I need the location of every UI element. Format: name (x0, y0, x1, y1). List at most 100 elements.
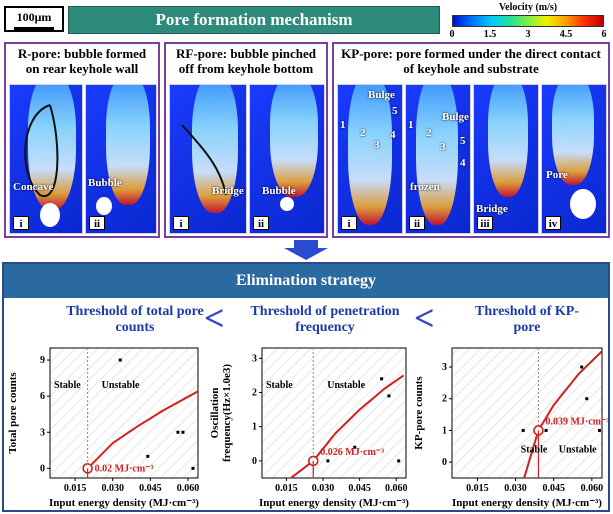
panel-r-pore: R-pore: bubble formed on rear keyhole wa… (4, 42, 160, 238)
data-point (544, 428, 548, 432)
y-tick-label: 1 (442, 425, 447, 436)
x-tick-label: 0.015 (275, 483, 298, 494)
plot-area (451, 347, 603, 479)
y-tick-label: 3 (252, 353, 257, 364)
keyhole (416, 85, 458, 225)
region-label-unstable: Unstable (559, 445, 597, 456)
threshold-curve (289, 374, 405, 478)
image-index: i (13, 216, 29, 230)
sim-label: Bulge (442, 111, 469, 123)
down-arrow-icon (284, 240, 328, 260)
bubble-shape (96, 197, 112, 215)
velocity-legend: Velocity (m/s) 0 1.5 3 4.5 6 (446, 2, 610, 40)
region-label-stable: Stable (521, 445, 548, 456)
flow-path (181, 124, 227, 196)
data-point (580, 365, 584, 369)
simulation-image: Bulge 1 2 3 4 5 frozen ii (405, 84, 471, 234)
threshold-title: Threshold of KP-pore (475, 304, 579, 335)
sim-label: 4 (460, 157, 466, 169)
threshold-curve (86, 390, 198, 470)
region-label-unstable: Unstable (327, 380, 365, 391)
image-index: i (173, 216, 189, 230)
image-index: iii (477, 216, 493, 230)
y-axis-label: Oscillation (209, 388, 221, 439)
sim-label: 1 (340, 119, 346, 131)
x-axis-label: Input energy density (MJ·cm⁻³) (452, 497, 602, 509)
legend-tick: 6 (601, 29, 607, 40)
region-label-unstable: Unstable (102, 380, 140, 391)
data-point (326, 459, 330, 463)
data-point (181, 430, 185, 434)
simulation-image: Bridge i (169, 84, 247, 234)
threshold-title: Threshold of penetration frequency (250, 304, 400, 335)
simulation-image: Concave i (9, 84, 83, 234)
legend-title: Velocity (m/s) (498, 2, 558, 13)
bubble-shape (280, 197, 294, 211)
sim-label: frozen (410, 181, 440, 193)
pore-shape (570, 189, 596, 219)
panel-title: R-pore: bubble formed on rear keyhole wa… (17, 46, 147, 76)
sim-label: Bulge (368, 89, 395, 101)
keyhole (488, 85, 528, 197)
chart-penetration-frequency: 0.026 MJ·cm⁻³ Stable Unstable 0.015 0.030 0.0… (209, 347, 409, 509)
data-point (387, 394, 391, 398)
region-label-stable: Stable (54, 380, 81, 391)
plot-area (261, 347, 407, 479)
data-point (118, 358, 122, 362)
threshold-label: 0.039 MJ·cm⁻³ (545, 416, 608, 427)
y-tick-label: 1 (252, 422, 257, 433)
image-index: i (341, 216, 357, 230)
simulation-image: Bridge iii (473, 84, 539, 234)
sim-label: 5 (392, 105, 398, 117)
plot-area (49, 347, 199, 479)
keyhole (270, 85, 318, 197)
y-tick-label: 6 (40, 391, 45, 402)
y-axis-label: frequency(Hz×1.0e3) (221, 364, 233, 462)
chevron-left-icon: < (204, 298, 225, 338)
panel-title: RF-pore: bubble pinched off from keyhole… (176, 46, 316, 76)
x-tick-label: 0.030 (101, 483, 124, 494)
x-axis-label: Input energy density (MJ·cm⁻³) (259, 497, 409, 509)
simulation-image: Bubble ii (85, 84, 157, 234)
sim-label: Concave (13, 181, 54, 193)
legend-tick: 4.5 (559, 29, 573, 40)
x-tick-label: 0.015 (466, 483, 489, 494)
sim-label: Pore (546, 169, 568, 181)
data-point (191, 466, 195, 470)
keyhole (348, 85, 392, 225)
threshold-label: 0.026 MJ·cm⁻³ (320, 447, 384, 458)
y-tick-label: 9 (40, 355, 45, 366)
threshold-title: Threshold of total pore counts (66, 304, 204, 335)
region-label-stable: Stable (266, 380, 293, 391)
y-tick-label: 0 (442, 457, 447, 468)
y-axis-label: Total pore counts (7, 372, 19, 454)
legend-tick: 1.5 (483, 29, 497, 40)
image-index: ii (89, 216, 105, 230)
simulation-image: Bulge 1 2 3 4 5 i (337, 84, 403, 234)
chart-total-pore-counts: 0.02 MJ·cm⁻³ Stable Unstable 0.015 0.030 0.04… (7, 347, 199, 509)
panel-rf-pore: RF-pore: bubble pinched off from keyhole… (164, 42, 328, 238)
keyhole (552, 85, 594, 185)
sim-label: Bridge (212, 185, 244, 197)
simulation-image: Bubble ii (249, 84, 325, 234)
x-tick-label: 0.060 (385, 483, 408, 494)
x-tick-label: 0.045 (139, 483, 162, 494)
data-point (146, 454, 150, 458)
sim-label: 3 (374, 139, 380, 151)
threshold-curve (523, 350, 602, 478)
panel-title: KP-pore: pore formed under the direct co… (341, 46, 601, 76)
sim-label: 2 (426, 127, 432, 139)
data-point (521, 428, 525, 432)
scale-bar: 100μm (4, 6, 64, 32)
data-point (176, 430, 180, 434)
y-tick-label: 2 (442, 394, 447, 405)
panel-kp-pore: KP-pore: pore formed under the direct co… (332, 42, 610, 238)
chevron-left-icon: < (414, 298, 435, 338)
y-tick-label: 3 (442, 362, 447, 373)
sim-label: 3 (440, 141, 446, 153)
flow-path (24, 104, 59, 198)
scale-bar-line (14, 27, 54, 30)
sim-label: 4 (390, 129, 396, 141)
sim-label: Bubble (262, 185, 296, 197)
top-title: Pore formation mechanism (68, 6, 440, 34)
